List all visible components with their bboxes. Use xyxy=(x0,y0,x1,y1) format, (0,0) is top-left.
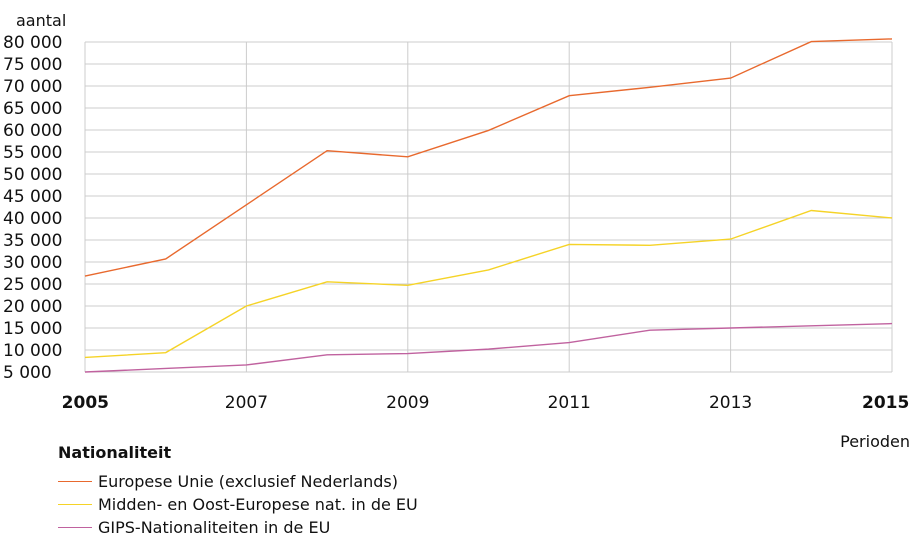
y-tick-label: 65 000 xyxy=(3,99,62,119)
x-axis-label: Perioden xyxy=(840,432,910,451)
x-tick-label: 2015 xyxy=(862,393,909,413)
series-line-0 xyxy=(84,38,893,277)
x-tick-label: 2005 xyxy=(62,393,109,413)
x-tick-label: 2011 xyxy=(548,393,591,413)
y-tick-label: 15 000 xyxy=(3,319,62,339)
y-tick-label: 80 000 xyxy=(3,33,62,53)
y-tick-label: 70 000 xyxy=(3,77,62,97)
legend-title: Nationaliteit xyxy=(58,443,172,462)
x-tick-label: 2007 xyxy=(225,393,268,413)
y-tick-label: 5 000 xyxy=(3,363,52,383)
series-lines xyxy=(84,38,893,373)
y-tick-label: 10 000 xyxy=(3,341,62,361)
y-tick-label: 55 000 xyxy=(3,143,62,163)
y-tick-label: 25 000 xyxy=(3,275,62,295)
y-tick-label: 20 000 xyxy=(3,297,62,317)
legend-label-eu: Europese Unie (exclusief Nederlands) xyxy=(98,472,398,491)
x-tick-label: 2009 xyxy=(386,393,429,413)
y-axis-unit-label: aantal xyxy=(16,11,66,30)
series-line-1 xyxy=(84,209,893,359)
legend-label-moe: Midden- en Oost-Europese nat. in de EU xyxy=(98,495,418,514)
legend-swatch-moe xyxy=(58,504,92,505)
legend-label-gips: GIPS-Nationaliteiten in de EU xyxy=(98,518,331,537)
y-tick-label: 35 000 xyxy=(3,231,62,251)
x-axis-ticks: 2005 2007 2009 2011 2013 2015 xyxy=(62,393,910,413)
series-line-2 xyxy=(84,322,893,373)
legend-item-gips: GIPS-Nationaliteiten in de EU xyxy=(58,516,418,539)
grid xyxy=(84,41,893,373)
y-tick-label: 60 000 xyxy=(3,121,62,141)
y-tick-label: 75 000 xyxy=(3,55,62,75)
legend-swatch-eu xyxy=(58,481,92,482)
legend-item-moe: Midden- en Oost-Europese nat. in de EU xyxy=(58,493,418,516)
x-tick-label: 2013 xyxy=(709,393,752,413)
y-tick-label: 30 000 xyxy=(3,253,62,273)
y-tick-label: 45 000 xyxy=(3,187,62,207)
y-tick-label: 50 000 xyxy=(3,165,62,185)
legend-swatch-gips xyxy=(58,527,92,528)
legend-item-eu: Europese Unie (exclusief Nederlands) xyxy=(58,470,418,493)
y-tick-label: 40 000 xyxy=(3,209,62,229)
legend: Europese Unie (exclusief Nederlands) Mid… xyxy=(58,470,418,539)
